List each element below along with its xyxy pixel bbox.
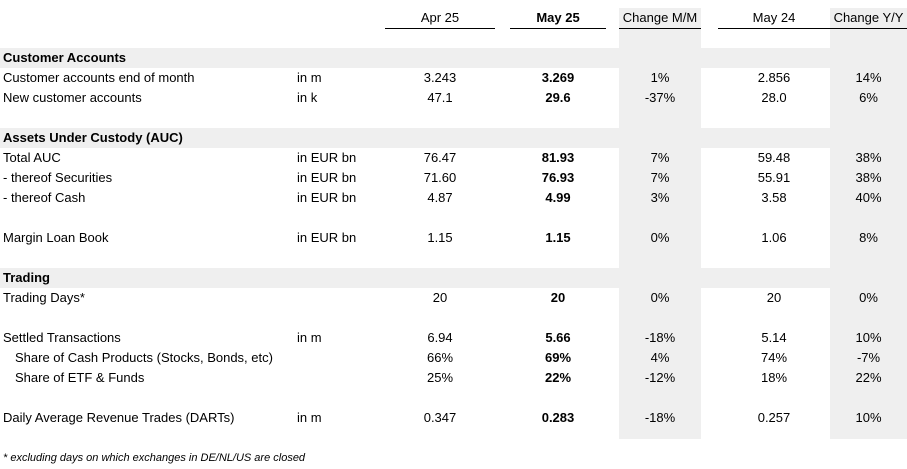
cell-change-yy: 0% (859, 290, 878, 305)
cell-change-yy: 38% (855, 150, 882, 165)
row-unit: in k (297, 90, 318, 105)
cell-may24: 28.0 (761, 90, 787, 105)
cell-change-mm: 7% (650, 170, 670, 185)
footnote: * excluding days on which exchanges in D… (3, 452, 306, 464)
table-row: Share of Cash Products (Stocks, Bonds, e… (0, 348, 907, 368)
cell-change-mm: 3% (650, 190, 670, 205)
section-title-auc: Assets Under Custody (AUC) (3, 130, 183, 145)
header-change-yy: Change Y/Y (830, 8, 907, 29)
row-label: Margin Loan Book (3, 230, 109, 245)
cell-change-mm: -18% (644, 410, 676, 425)
row-label: Settled Transactions (3, 330, 121, 345)
cell-apr25: 66% (426, 350, 454, 365)
cell-apr25: 1.15 (427, 230, 453, 245)
table-row: Customer accounts end of month in m 3.24… (0, 68, 907, 88)
table-row: Settled Transactions in m 6.94 5.66 -18%… (0, 328, 907, 348)
cell-may24: 55.91 (757, 170, 791, 185)
cell-apr25: 47.1 (427, 90, 453, 105)
row-label: New customer accounts (3, 90, 142, 105)
cell-may25: 20 (550, 290, 566, 305)
cell-may24: 3.58 (761, 190, 787, 205)
section-band-trading (0, 268, 907, 288)
table-row: Trading Days* 20 20 0% 20 0% (0, 288, 907, 308)
cell-may25: 81.93 (541, 150, 575, 165)
cell-change-yy: 8% (859, 230, 878, 245)
cell-change-mm: 0% (650, 230, 670, 245)
row-unit: in m (297, 410, 322, 425)
table-row: New customer accounts in k 47.1 29.6 -37… (0, 88, 907, 108)
cell-may25: 4.99 (545, 190, 571, 205)
table-row: Daily Average Revenue Trades (DARTs) in … (0, 408, 907, 428)
header-may25: May 25 (510, 8, 606, 29)
cell-change-yy: 38% (855, 170, 882, 185)
row-label: - thereof Securities (3, 170, 113, 185)
section-band-auc (0, 128, 907, 148)
section-band-customer-accounts (0, 48, 907, 68)
cell-change-yy: 22% (855, 370, 882, 385)
cell-apr25: 3.243 (423, 70, 457, 85)
cell-change-mm: -18% (644, 330, 676, 345)
cell-may25: 22% (544, 370, 572, 385)
change-yy-column-shade (830, 28, 907, 439)
cell-change-yy: 40% (855, 190, 882, 205)
row-label: Share of Cash Products (Stocks, Bonds, e… (15, 350, 273, 365)
change-mm-column-shade (619, 28, 701, 439)
cell-apr25: 25% (426, 370, 454, 385)
cell-apr25: 76.47 (423, 150, 457, 165)
cell-may25: 69% (544, 350, 572, 365)
cell-change-yy: 10% (855, 410, 882, 425)
row-label: Customer accounts end of month (3, 70, 195, 85)
table-row: Share of ETF & Funds 25% 22% -12% 18% 22… (0, 368, 907, 388)
row-unit: in m (297, 330, 322, 345)
header-apr25: Apr 25 (385, 8, 495, 29)
cell-change-mm: 4% (650, 350, 670, 365)
cell-change-mm: -12% (644, 370, 676, 385)
cell-may25: 1.15 (545, 230, 571, 245)
cell-may25: 5.66 (545, 330, 571, 345)
cell-may25: 0.283 (541, 410, 575, 425)
cell-may24: 2.856 (757, 70, 791, 85)
cell-change-mm: 0% (650, 290, 670, 305)
section-title-customer-accounts: Customer Accounts (3, 50, 127, 65)
cell-may24: 1.06 (761, 230, 787, 245)
row-label: Trading Days* (3, 290, 85, 305)
cell-may25: 29.6 (545, 90, 571, 105)
table-row: - thereof Securities in EUR bn 71.60 76.… (0, 168, 907, 188)
row-label: Share of ETF & Funds (15, 370, 145, 385)
row-label: - thereof Cash (3, 190, 86, 205)
header-may24: May 24 (718, 8, 830, 29)
row-unit: in EUR bn (297, 190, 357, 205)
cell-change-mm: -37% (644, 90, 676, 105)
cell-apr25: 71.60 (423, 170, 457, 185)
cell-change-yy: 6% (859, 90, 878, 105)
cell-may24: 74% (760, 350, 788, 365)
cell-may24: 59.48 (757, 150, 791, 165)
section-title-trading: Trading (3, 270, 50, 285)
row-label: Total AUC (3, 150, 61, 165)
cell-change-mm: 7% (650, 150, 670, 165)
cell-may25: 3.269 (541, 70, 575, 85)
cell-apr25: 20 (432, 290, 448, 305)
cell-change-yy: 14% (855, 70, 882, 85)
cell-change-yy: 10% (855, 330, 882, 345)
table-row: Total AUC in EUR bn 76.47 81.93 7% 59.48… (0, 148, 907, 168)
row-unit: in EUR bn (297, 230, 357, 245)
row-unit: in m (297, 70, 322, 85)
table-row: - thereof Cash in EUR bn 4.87 4.99 3% 3.… (0, 188, 907, 208)
row-unit: in EUR bn (297, 170, 357, 185)
cell-may25: 76.93 (541, 170, 575, 185)
header-change-mm: Change M/M (619, 8, 701, 29)
cell-may24: 18% (760, 370, 788, 385)
cell-change-mm: 1% (650, 70, 670, 85)
cell-may24: 5.14 (761, 330, 787, 345)
cell-apr25: 0.347 (423, 410, 457, 425)
table-row: Margin Loan Book in EUR bn 1.15 1.15 0% … (0, 228, 907, 248)
row-unit: in EUR bn (297, 150, 357, 165)
cell-may24: 0.257 (757, 410, 791, 425)
cell-apr25: 4.87 (427, 190, 453, 205)
cell-change-yy: -7% (856, 350, 881, 365)
cell-apr25: 6.94 (427, 330, 453, 345)
cell-may24: 20 (766, 290, 782, 305)
row-label: Daily Average Revenue Trades (DARTs) (3, 410, 235, 425)
